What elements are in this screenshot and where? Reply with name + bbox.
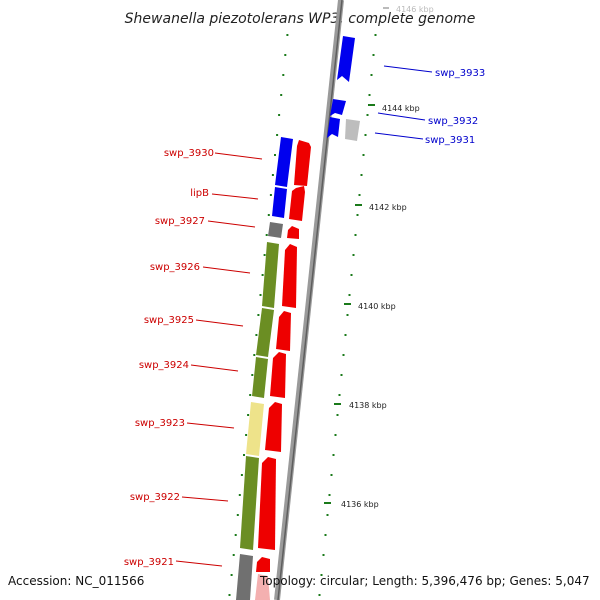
red-gene-1[interactable] bbox=[294, 140, 311, 186]
gene-swp_3925[interactable] bbox=[256, 308, 274, 357]
forward-gene-labels: swp_3933 swp_3932 swp_3931 bbox=[425, 68, 485, 146]
red-gene-9[interactable] bbox=[256, 557, 270, 572]
label-swp_3933[interactable]: swp_3933 bbox=[435, 68, 485, 79]
kbp-label-4136: 4136 kbp bbox=[341, 500, 379, 509]
gene-swp_3926[interactable] bbox=[262, 242, 279, 308]
kbp-label-4140: 4140 kbp bbox=[358, 302, 396, 311]
topology-label: Topology: circular; Length: 5,396,476 bp… bbox=[260, 574, 590, 588]
red-gene-8[interactable] bbox=[258, 457, 276, 550]
label-swp_3921[interactable]: swp_3921 bbox=[124, 557, 174, 568]
red-gene-10[interactable] bbox=[255, 574, 270, 600]
red-gene-7[interactable] bbox=[265, 402, 282, 452]
gene-swp_3921[interactable] bbox=[236, 554, 253, 600]
red-gene-4[interactable] bbox=[282, 244, 297, 308]
gene-swp_3931[interactable] bbox=[345, 119, 360, 141]
label-swp_3922[interactable]: swp_3922 bbox=[130, 492, 180, 503]
outer-tick-row bbox=[318, 34, 377, 596]
map-title: Shewanella piezotolerans WP3, complete g… bbox=[125, 11, 476, 27]
gene-swp_3930[interactable] bbox=[275, 137, 293, 187]
red-gene-3[interactable] bbox=[287, 226, 299, 239]
kbp-label-4142: 4142 kbp bbox=[369, 203, 407, 212]
genome-backbone bbox=[274, 0, 344, 600]
gene-swp_3927[interactable] bbox=[268, 222, 283, 238]
reverse-strand-genes[interactable] bbox=[255, 140, 311, 600]
red-gene-5[interactable] bbox=[276, 311, 291, 351]
gene-swp_3923[interactable] bbox=[246, 402, 264, 456]
accession-label: Accession: NC_011566 bbox=[8, 574, 145, 588]
label-swp_3924[interactable]: swp_3924 bbox=[139, 360, 189, 371]
label-swp_3932[interactable]: swp_3932 bbox=[428, 116, 478, 127]
kbp-label-4146: 4146 kbp bbox=[396, 5, 434, 14]
inner-tick-row bbox=[228, 34, 289, 596]
label-connectors bbox=[175, 65, 433, 567]
reverse-gene-labels: swp_3930 lipB swp_3927 swp_3926 swp_3925… bbox=[124, 148, 214, 568]
red-gene-2[interactable] bbox=[289, 186, 305, 221]
label-swp_3923[interactable]: swp_3923 bbox=[135, 418, 185, 429]
label-swp_3930[interactable]: swp_3930 bbox=[164, 148, 214, 159]
label-lipB[interactable]: lipB bbox=[190, 188, 209, 199]
left-track-genes[interactable] bbox=[236, 137, 293, 600]
label-swp_3927[interactable]: swp_3927 bbox=[155, 216, 205, 227]
kbp-scale-labels: 4146 kbp 4144 kbp 4142 kbp 4140 kbp 4138… bbox=[324, 5, 434, 509]
label-swp_3931[interactable]: swp_3931 bbox=[425, 135, 475, 146]
gene-swp_3932[interactable] bbox=[330, 99, 346, 116]
gene-swp_3922[interactable] bbox=[240, 456, 259, 550]
kbp-label-4144: 4144 kbp bbox=[382, 104, 420, 113]
gene-swp_3924[interactable] bbox=[252, 357, 268, 398]
gene-lipB[interactable] bbox=[272, 187, 287, 218]
kbp-label-4138: 4138 kbp bbox=[349, 401, 387, 410]
red-gene-6[interactable] bbox=[270, 352, 286, 398]
gene-swp_3931-blue[interactable] bbox=[327, 117, 340, 138]
label-swp_3925[interactable]: swp_3925 bbox=[144, 315, 194, 326]
label-swp_3926[interactable]: swp_3926 bbox=[150, 262, 200, 273]
gene-swp_3933[interactable] bbox=[337, 36, 355, 82]
forward-strand-genes[interactable] bbox=[327, 36, 360, 141]
